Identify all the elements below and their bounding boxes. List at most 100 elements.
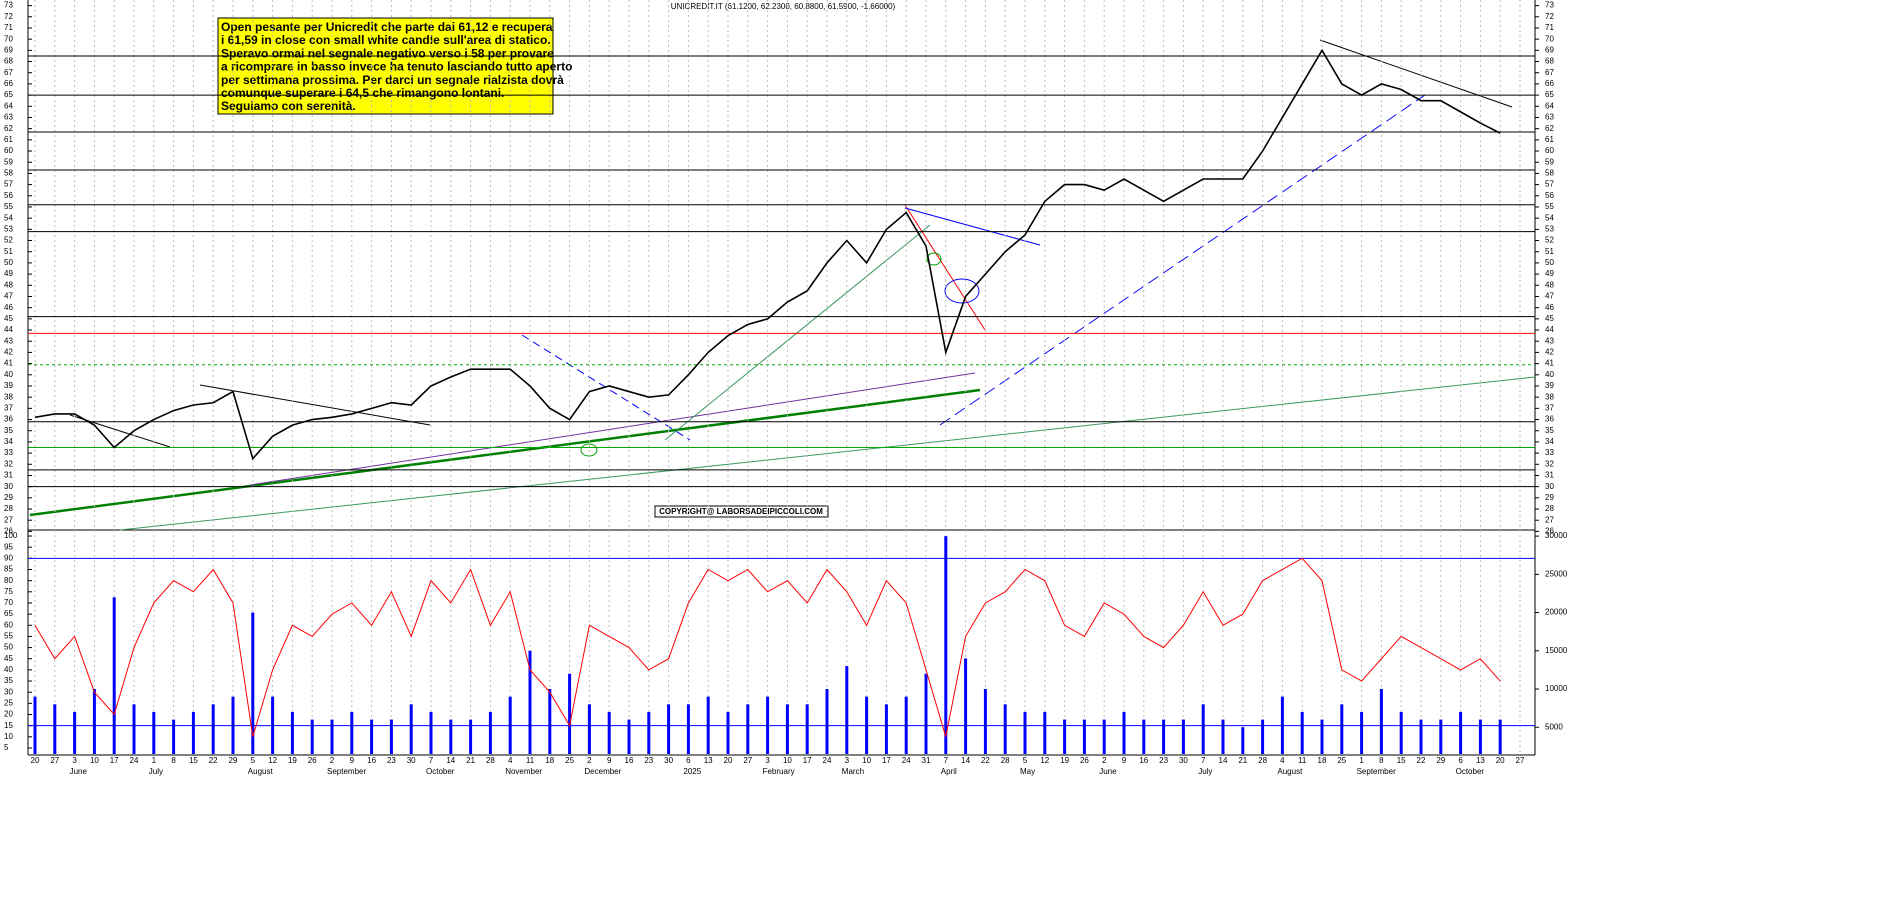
x-tick-label: 27 [743,756,752,765]
month-label: August [248,767,274,776]
y-tick-label: 15 [4,721,13,730]
y-tick-label-right: 41 [1545,359,1554,368]
x-tick-label: 22 [981,756,990,765]
x-tick-label: 30 [1179,756,1188,765]
volume-bar [290,711,294,754]
y-tick-label: 75 [4,587,13,596]
volume-bar [132,704,136,754]
y2-tick-label: 25000 [1545,569,1568,578]
volume-bar [172,719,176,754]
x-tick-label: 24 [902,756,911,765]
x-tick-label: 23 [387,756,396,765]
x-tick-label: 13 [704,756,713,765]
y-tick-label: 63 [4,113,13,122]
volume-bar [191,711,195,754]
volume-bar [389,719,393,754]
volume-bar [726,711,730,754]
y-tick-label-right: 62 [1545,124,1554,133]
volume-bar [330,719,334,754]
marker-circle [944,278,980,304]
volume-bar [112,597,116,754]
y-tick-label-right: 69 [1545,45,1554,54]
volume-bar [1419,719,1423,754]
y-tick-label: 42 [4,348,13,357]
volume-bar [1379,689,1383,754]
volume-bar [904,696,908,754]
x-tick-label: 9 [1122,756,1127,765]
y-tick-label: 67 [4,68,13,77]
x-tick-label: 15 [1397,756,1406,765]
x-tick-label: 7 [429,756,434,765]
x-tick-label: 18 [1318,756,1327,765]
x-tick-label: 20 [1496,756,1505,765]
volume-bar [429,711,433,754]
y-tick-label: 62 [4,124,13,133]
volume-bar [924,673,928,754]
x-tick-label: 10 [783,756,792,765]
volume-bar [627,719,631,754]
y-tick-label: 61 [4,135,13,144]
y-tick-label-right: 27 [1545,515,1554,524]
y-tick-label: 41 [4,359,13,368]
y-tick-label-right: 52 [1545,236,1554,245]
y-tick-label: 30 [4,687,13,696]
volume-bar [1003,704,1007,754]
volume-bar [1102,719,1106,754]
y-tick-label-right: 40 [1545,370,1554,379]
y-tick-label: 56 [4,191,13,200]
volume-bar [825,689,829,754]
y-tick-label: 49 [4,269,13,278]
y-tick-label: 36 [4,415,13,424]
volume-bar [706,696,710,754]
copyright: COPYRIGHT@ LABORSADEIPICCOLI.COM [659,507,823,516]
x-tick-label: 3 [765,756,770,765]
volume-bar [528,650,532,754]
y-tick-label-right: 73 [1545,1,1554,10]
volume-bar [1063,719,1067,754]
x-tick-label: 26 [308,756,317,765]
y2-tick-label: 15000 [1545,646,1568,655]
y-tick-label-right: 26 [1545,527,1554,536]
trendline [199,384,431,426]
x-tick-label: 3 [72,756,77,765]
x-tick-label: 28 [1001,756,1010,765]
y-tick-label: 25 [4,698,13,707]
x-tick-label: 22 [1417,756,1426,765]
x-tick-label: 17 [882,756,891,765]
x-tick-label: 12 [1040,756,1049,765]
x-tick-label: 8 [171,756,176,765]
x-tick-label: 3 [845,756,850,765]
y-tick-label: 55 [4,202,13,211]
y-tick-label: 64 [4,101,13,110]
oscillator-line [34,557,1501,737]
volume-bar [449,719,453,754]
y-tick-label-right: 61 [1545,135,1554,144]
x-tick-label: 6 [686,756,691,765]
x-tick-label: 27 [1516,756,1525,765]
volume-bar [1320,719,1324,754]
annotation-line: Speravo ormai nel segnale negativo verso… [221,46,554,60]
x-tick-label: 29 [229,756,238,765]
x-tick-label: 4 [508,756,513,765]
y-tick-label: 51 [4,247,13,256]
x-tick-label: 20 [724,756,733,765]
y-tick-label: 71 [4,23,13,32]
y-tick-label: 32 [4,459,13,468]
x-tick-label: 17 [110,756,119,765]
y-tick-label: 48 [4,280,13,289]
volume-bar [271,696,275,754]
y-tick-label: 28 [4,504,13,513]
volume-bar [884,704,888,754]
x-tick-label: 14 [446,756,455,765]
volume-bar [1122,711,1126,754]
volume-bar [370,719,374,754]
month-label: August [1277,767,1303,776]
y-tick-label: 46 [4,303,13,312]
x-tick-label: 2 [587,756,592,765]
x-tick-label: 4 [1280,756,1285,765]
x-tick-label: 19 [1060,756,1069,765]
volume-bar [1181,719,1185,754]
month-label: October [426,767,455,776]
marker-circle [926,252,942,266]
